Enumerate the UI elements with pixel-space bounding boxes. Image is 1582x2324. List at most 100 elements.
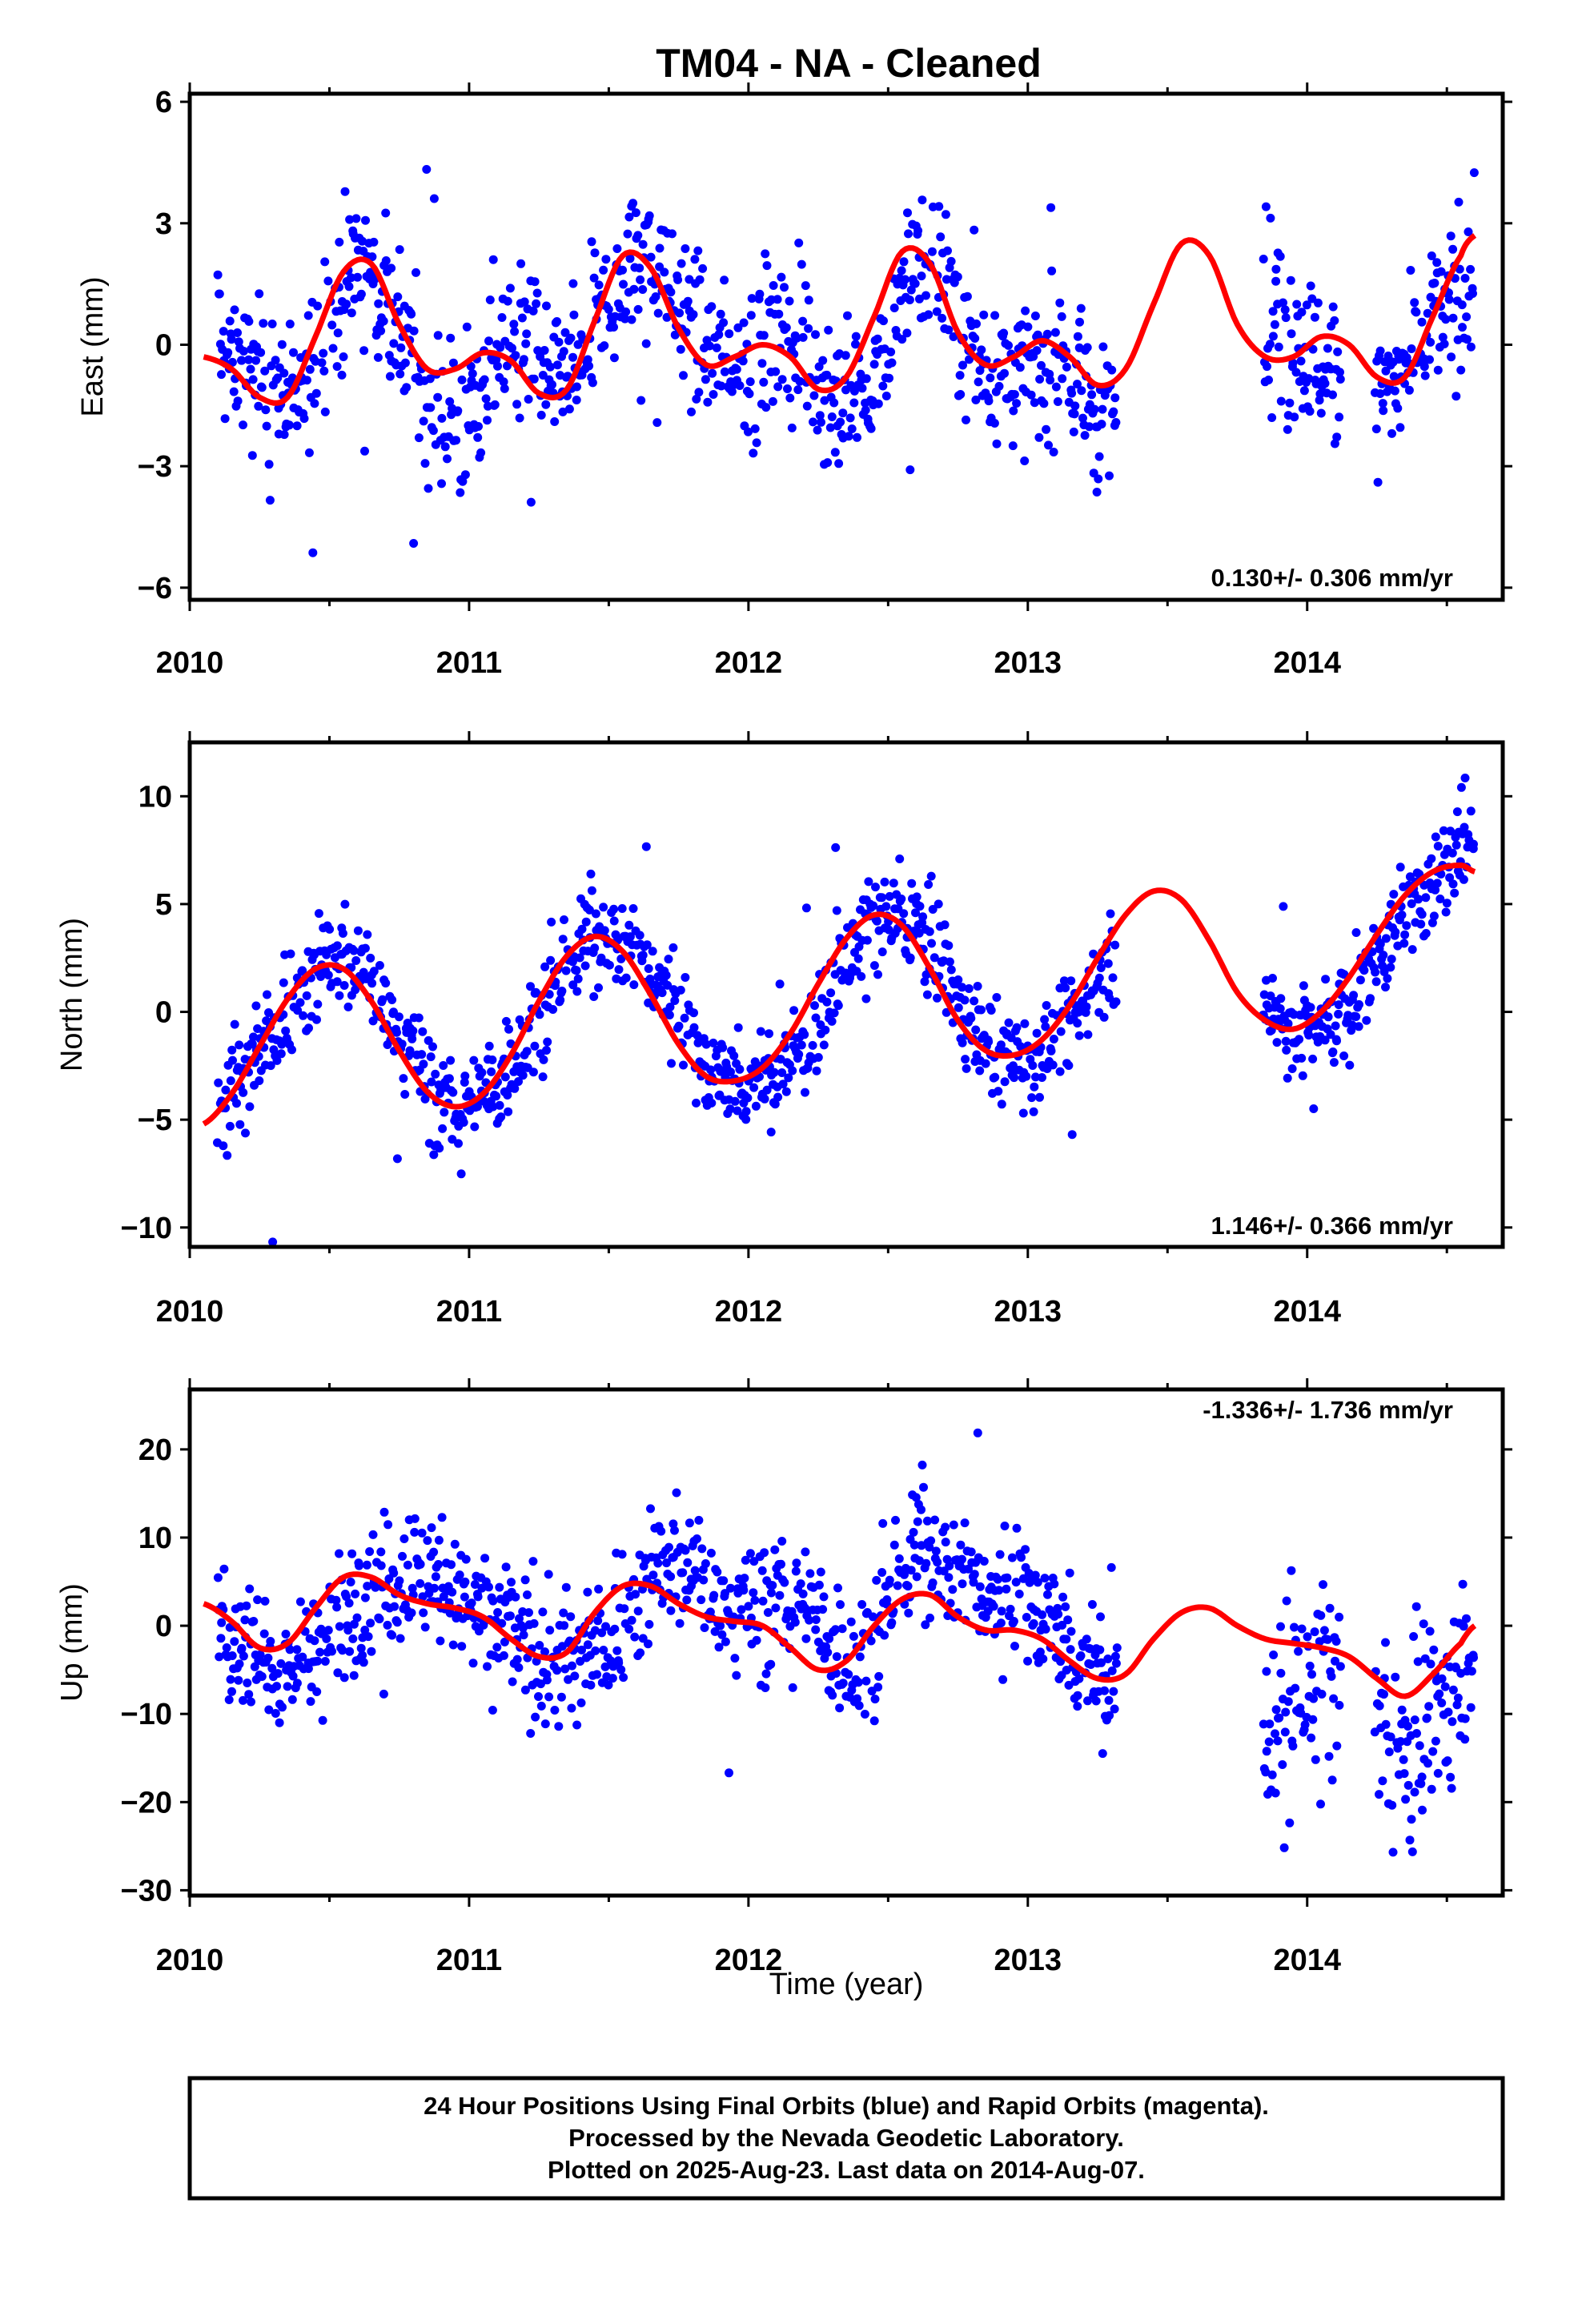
up-data-point	[693, 1534, 701, 1543]
east-data-point	[627, 315, 636, 324]
north-data-point	[644, 964, 653, 973]
up-data-point	[287, 1695, 297, 1704]
up-data-point	[376, 1561, 386, 1570]
east-data-point	[516, 259, 526, 268]
east-data-point	[820, 396, 829, 405]
east-data-point	[1463, 335, 1472, 344]
north-data-point	[1369, 923, 1379, 933]
east-data-point	[344, 282, 354, 292]
up-data-point	[975, 1582, 985, 1591]
up-data-point	[213, 1573, 223, 1582]
east-data-point	[631, 208, 640, 218]
north-data-point	[1371, 967, 1380, 977]
north-data-point	[692, 1098, 701, 1108]
east-data-point	[600, 341, 609, 351]
up-data-point	[327, 1647, 336, 1656]
east-data-point	[588, 378, 597, 388]
up-data-point	[1399, 1755, 1408, 1764]
up-data-point	[780, 1578, 789, 1587]
east-data-point	[458, 476, 468, 486]
north-data-point	[877, 893, 886, 903]
up-data-point	[408, 1583, 417, 1593]
north-data-point	[1055, 1067, 1065, 1076]
east-y-tick-label: 3	[155, 207, 172, 241]
north-data-point	[241, 1128, 250, 1138]
up-data-point	[823, 1647, 833, 1657]
up-data-point	[1459, 1622, 1468, 1631]
north-data-point	[1110, 940, 1120, 950]
east-data-point	[305, 364, 315, 374]
up-data-point	[501, 1562, 511, 1572]
north-data-point	[340, 899, 350, 909]
north-data-point	[518, 1071, 528, 1080]
up-data-point	[1297, 1624, 1307, 1634]
up-data-point	[1466, 1703, 1476, 1712]
up-data-point	[877, 1568, 887, 1577]
up-data-point	[1384, 1747, 1394, 1757]
north-data-point	[709, 1038, 718, 1047]
north-data-point	[924, 880, 934, 889]
up-data-point	[860, 1710, 869, 1719]
east-data-point	[310, 399, 319, 408]
up-data-point	[407, 1608, 416, 1618]
north-data-point	[663, 980, 673, 990]
east-data-point	[851, 332, 861, 341]
east-data-point	[1268, 332, 1278, 341]
north-data-point	[295, 998, 305, 1007]
up-data-point	[343, 1626, 353, 1635]
north-data-point	[733, 1106, 742, 1116]
east-data-point	[749, 448, 758, 458]
up-data-point	[997, 1606, 1006, 1616]
up-data-point	[255, 1650, 265, 1659]
north-data-point	[1105, 993, 1114, 1003]
north-data-point	[789, 1006, 799, 1015]
north-data-point	[1283, 1073, 1292, 1083]
north-model-line	[202, 862, 1476, 1127]
up-data-point	[970, 1570, 979, 1579]
up-data-point	[1002, 1573, 1012, 1582]
east-data-point	[609, 323, 618, 332]
east-data-point	[517, 313, 527, 323]
east-data-point	[759, 331, 769, 340]
north-data-point	[304, 1023, 313, 1033]
north-data-point	[689, 1008, 698, 1018]
east-data-point	[956, 390, 966, 399]
east-data-point	[552, 317, 562, 326]
north-data-point	[794, 1050, 804, 1059]
up-data-point	[1262, 1747, 1271, 1756]
up-data-point	[389, 1568, 399, 1578]
east-data-point	[685, 275, 694, 284]
up-data-point	[448, 1587, 457, 1597]
east-data-point	[473, 432, 483, 442]
east-data-point	[1107, 365, 1117, 375]
east-data-point	[244, 355, 254, 364]
north-data-point	[819, 1040, 829, 1050]
north-data-point	[501, 1016, 511, 1026]
up-data-point	[1416, 1779, 1426, 1788]
up-data-point	[926, 1536, 936, 1546]
up-data-point	[1426, 1659, 1435, 1669]
east-data-point	[670, 330, 680, 340]
up-data-point	[665, 1542, 673, 1552]
north-data-point	[914, 928, 924, 938]
east-data-point	[838, 408, 848, 418]
east-data-point	[299, 414, 309, 424]
east-data-point	[319, 348, 328, 358]
north-y-tick-label: 0	[155, 996, 172, 1030]
north-data-point	[408, 1034, 417, 1043]
east-y-tick-label: −3	[138, 450, 172, 484]
up-data-point	[1029, 1618, 1038, 1628]
east-data-point	[1046, 376, 1055, 385]
up-data-point	[1452, 1700, 1462, 1710]
up-data-point	[227, 1651, 237, 1660]
up-data-point	[653, 1558, 663, 1568]
east-data-point	[677, 259, 686, 268]
north-data-point	[897, 895, 906, 903]
north-data-point	[801, 1088, 809, 1097]
east-data-point	[339, 352, 348, 361]
north-data-point	[1329, 1058, 1339, 1068]
up-data-point	[600, 1662, 610, 1671]
up-data-point	[1082, 1634, 1091, 1644]
east-data-point	[1032, 346, 1042, 356]
up-data-point	[536, 1679, 545, 1689]
